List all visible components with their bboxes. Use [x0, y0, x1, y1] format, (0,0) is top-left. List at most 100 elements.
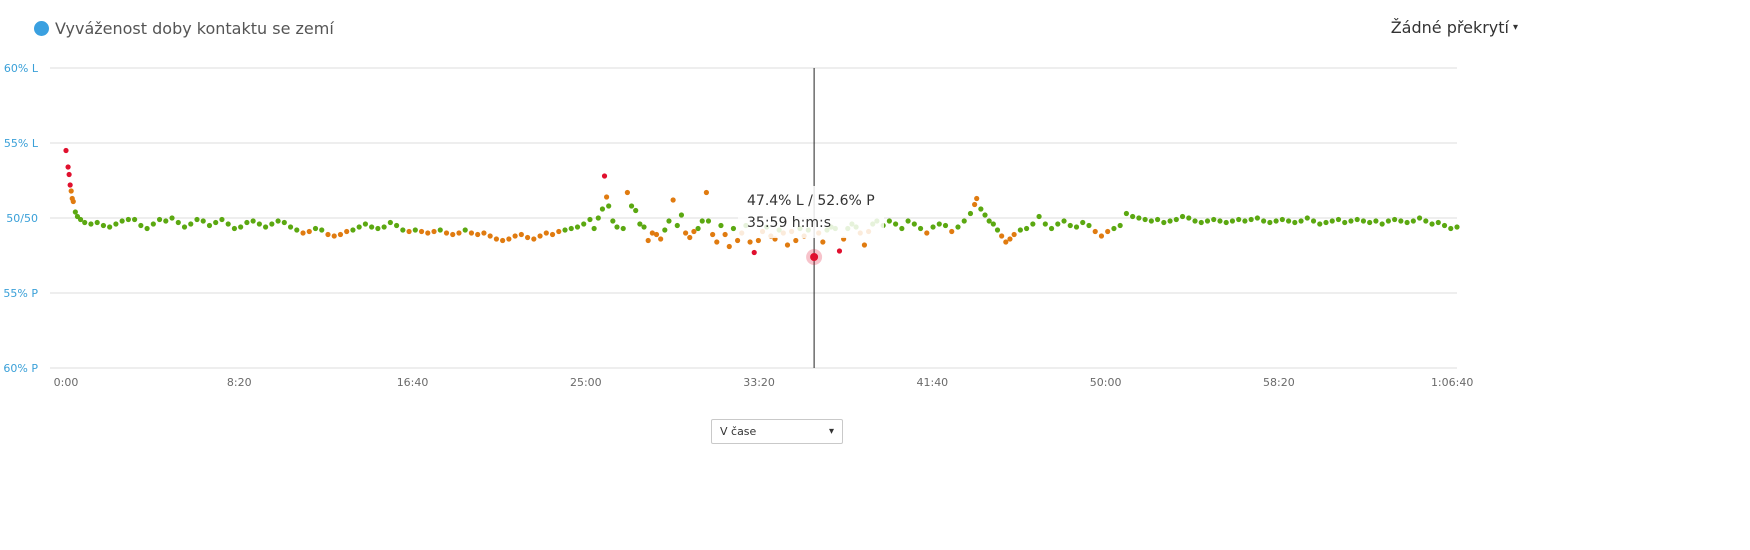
view-mode-select[interactable]: V čase ▾ [711, 419, 843, 444]
data-point [678, 212, 685, 218]
data-point [306, 228, 312, 235]
x-tick-label: 58:20 [1263, 376, 1295, 389]
data-point [734, 237, 741, 244]
data-point [1398, 218, 1404, 224]
data-point [687, 234, 693, 241]
data-point [1292, 219, 1298, 226]
data-point [250, 218, 256, 224]
data-point [886, 218, 892, 224]
data-point [1136, 215, 1142, 221]
data-point [666, 218, 672, 224]
data-point [300, 230, 306, 236]
data-point [1117, 222, 1123, 229]
data-point [344, 228, 350, 235]
data-point [1285, 218, 1292, 224]
data-point [269, 221, 275, 227]
tooltip-balance: 47.4% L / 52.6% P [747, 193, 875, 209]
data-point [537, 233, 543, 239]
data-point [1092, 228, 1098, 235]
data-point [1310, 218, 1317, 224]
data-point [603, 194, 610, 200]
data-point [1048, 225, 1055, 232]
data-point [1055, 221, 1061, 227]
data-point [1161, 219, 1167, 226]
data-point [1123, 210, 1130, 217]
data-point [1204, 218, 1211, 224]
data-point [610, 218, 616, 224]
data-point [722, 231, 728, 238]
data-point [481, 230, 487, 236]
chevron-down-icon: ▾ [828, 426, 834, 437]
data-point [443, 230, 450, 236]
data-point [599, 206, 606, 212]
x-axis-labels: 0:00 8:20 16:40 25:00 33:20 41:40 50:00 58:20 1:… [54, 376, 1474, 389]
data-point [94, 219, 100, 226]
data-point [275, 218, 281, 224]
data-point [653, 231, 660, 238]
data-point [88, 221, 94, 227]
data-point [662, 227, 668, 233]
data-point [641, 224, 647, 230]
data-point [674, 222, 680, 229]
data-point [1067, 222, 1073, 229]
data-point [691, 228, 697, 235]
data-point [425, 230, 431, 236]
data-point [1017, 227, 1023, 233]
chart-header: Vyváženost doby kontaktu se zemí [34, 19, 334, 38]
data-point [1410, 218, 1416, 224]
data-point [418, 228, 425, 235]
data-point [601, 173, 608, 179]
data-point [836, 248, 843, 254]
data-point [150, 221, 156, 227]
data-point [793, 237, 799, 244]
data-point [437, 227, 443, 233]
data-point [1448, 225, 1454, 232]
data-point [930, 224, 936, 230]
data-point [1217, 218, 1223, 224]
data-point [1273, 218, 1279, 224]
data-point [861, 242, 868, 248]
x-tick-label: 16:40 [397, 376, 429, 389]
data-point [475, 231, 481, 238]
data-point [714, 239, 720, 245]
data-point [1223, 219, 1229, 226]
y-tick-label: 60% L [4, 62, 39, 75]
data-point [1429, 221, 1435, 227]
data-point [1373, 218, 1379, 224]
y-tick-label: 50/50 [6, 212, 38, 225]
data-point [1086, 222, 1092, 229]
data-point [1154, 216, 1161, 223]
data-point [244, 219, 250, 226]
data-point [107, 224, 113, 230]
data-point [531, 236, 537, 242]
data-point [487, 233, 493, 239]
data-point [574, 224, 581, 230]
data-point [649, 230, 655, 236]
y-tick-label: 55% L [4, 137, 39, 150]
data-point [200, 218, 206, 224]
data-point [1254, 215, 1260, 221]
data-point [726, 243, 732, 250]
data-point [705, 218, 712, 224]
data-point [994, 227, 1001, 233]
overlay-dropdown[interactable]: Žádné překrytí ▾ [1391, 18, 1518, 37]
data-point [1198, 219, 1204, 226]
x-tick-label: 25:00 [570, 376, 602, 389]
data-point [606, 203, 612, 209]
data-point [66, 171, 72, 178]
data-point [628, 203, 635, 209]
cursor-point [810, 253, 819, 261]
data-point [1423, 218, 1429, 224]
chevron-down-icon: ▾ [1512, 22, 1518, 33]
data-point [543, 230, 549, 236]
data-point [72, 209, 78, 215]
data-point [512, 233, 518, 239]
data-point [132, 216, 138, 223]
data-point [225, 221, 231, 227]
data-point [1024, 225, 1030, 232]
data-point [1248, 216, 1254, 223]
data-point [1323, 219, 1329, 226]
data-point [119, 218, 125, 224]
hover-tooltip: 47.4% L / 52.6% P 35:59 h:m:s [738, 186, 884, 238]
